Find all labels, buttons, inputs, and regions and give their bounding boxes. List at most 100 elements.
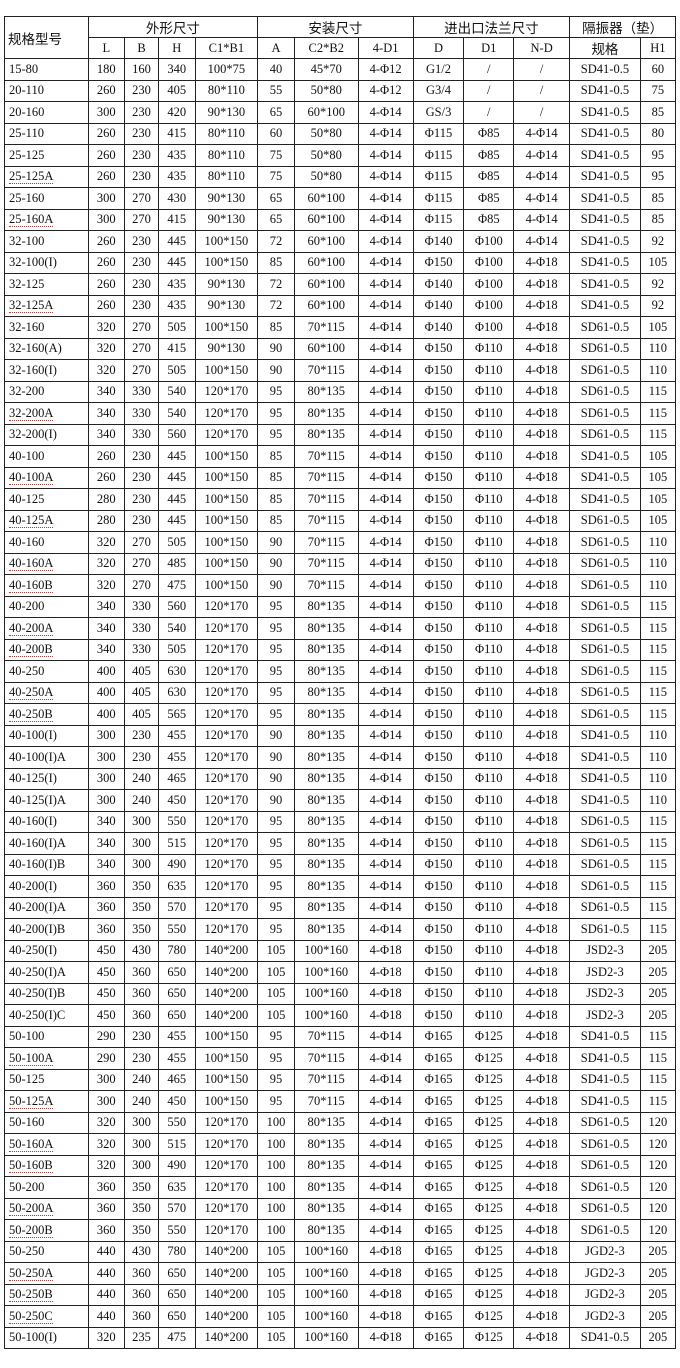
value-cell: Φ100	[463, 230, 515, 253]
value-cell: 360	[124, 1004, 160, 1027]
value-cell: 120	[639, 1176, 677, 1199]
value-cell: 4-Φ14	[357, 122, 414, 145]
value-cell: 205	[639, 1004, 677, 1027]
table-row: 50-200A 360 350 570 120*170 100 80*135 4-Φ14 Φ16…	[4, 1197, 677, 1220]
pump-dimensions-table: 规格型号 外形尺寸 安装尺寸 进出口法兰尺寸 隔振器（垫） L B H C1*B1 A C…	[4, 16, 677, 1349]
value-cell: 205	[639, 1283, 677, 1306]
value-cell: G3/4	[412, 79, 465, 102]
value-cell: 4-Φ14	[357, 832, 414, 855]
value-cell: 80*135	[293, 853, 359, 876]
model-cell: 40-160B	[4, 574, 89, 597]
value-cell: 72	[257, 294, 295, 317]
value-cell: 4-Φ14	[357, 638, 414, 661]
value-cell: Φ110	[463, 423, 515, 446]
value-cell: 95	[257, 380, 295, 403]
value-cell: G1/2	[412, 58, 465, 81]
value-cell: SD61-0.5	[569, 681, 641, 704]
value-cell: 230	[124, 724, 160, 747]
model-cell: 50-200B	[4, 1219, 89, 1242]
value-cell: SD61-0.5	[569, 1176, 641, 1199]
value-cell: 85	[639, 101, 677, 124]
value-cell: SD41-0.5	[569, 1326, 641, 1349]
value-cell: Φ165	[412, 1326, 465, 1349]
value-cell: 115	[639, 853, 677, 876]
value-cell: Φ150	[412, 939, 465, 962]
value-cell: 4-Φ14	[357, 359, 414, 382]
value-cell: JGD2-3	[569, 1240, 641, 1263]
value-cell: 100*150	[194, 466, 259, 489]
value-cell: 95	[257, 896, 295, 919]
value-cell: 4-Φ14	[357, 595, 414, 618]
value-cell: 430	[158, 187, 196, 210]
model-cell: 40-125(I)	[4, 767, 89, 790]
value-cell: Φ165	[412, 1197, 465, 1220]
table-row: 32-160(A) 320 270 415 90*130 90 60*100 4-Φ14 Φ15…	[4, 337, 677, 360]
value-cell: 115	[639, 423, 677, 446]
value-cell: 4-Φ14	[357, 1133, 414, 1156]
model-cell: 32-160(A)	[4, 337, 89, 360]
value-cell: 4-Φ14	[357, 1111, 414, 1134]
model-label: 40-100(I)	[9, 728, 57, 743]
model-cell: 50-250B	[4, 1283, 89, 1306]
model-cell: 32-100	[4, 230, 89, 253]
table-row: 40-160A 320 270 485 100*150 90 70*115 4-Φ14 Φ150…	[4, 552, 677, 575]
value-cell: 60*100	[293, 101, 359, 124]
value-cell: 360	[87, 1176, 126, 1199]
value-cell: 270	[124, 337, 160, 360]
model-label: 40-200	[9, 599, 45, 614]
value-cell: 120*170	[194, 402, 259, 425]
value-cell: 350	[124, 896, 160, 919]
value-cell: 110	[639, 531, 677, 554]
value-cell: 140*200	[194, 1305, 259, 1328]
table-row: 50-250C 440 360 650 140*200 105 100*160 4-Φ18 Φ1…	[4, 1305, 677, 1328]
value-cell: SD41-0.5	[569, 746, 641, 769]
value-cell: 405	[158, 79, 196, 102]
value-cell: 635	[158, 875, 196, 898]
table-row: 32-200A 340 330 540 120*170 95 80*135 4-Φ14 Φ150…	[4, 402, 677, 425]
model-label: 50-100	[9, 1029, 45, 1044]
model-label: 32-200	[9, 384, 45, 399]
model-label: 50-250C	[9, 1308, 53, 1324]
value-cell: Φ110	[463, 509, 515, 532]
model-cell: 50-200A	[4, 1197, 89, 1220]
model-label: 32-100(I)	[9, 255, 57, 270]
value-cell: 80*135	[293, 896, 359, 919]
value-cell: 80*135	[293, 832, 359, 855]
value-cell: Φ110	[463, 724, 515, 747]
value-cell: 140*200	[194, 939, 259, 962]
value-cell: 120*170	[194, 746, 259, 769]
value-cell: 95	[257, 1068, 295, 1091]
model-cell: 32-125	[4, 273, 89, 296]
model-cell: 40-160	[4, 531, 89, 554]
value-cell: 205	[639, 1240, 677, 1263]
value-cell: 340	[87, 832, 126, 855]
value-cell: Φ110	[463, 359, 515, 382]
value-cell: 4-Φ14	[513, 165, 571, 188]
value-cell: Φ150	[412, 982, 465, 1005]
value-cell: Φ165	[412, 1240, 465, 1263]
value-cell: 330	[124, 595, 160, 618]
value-cell: 90*130	[194, 337, 259, 360]
model-label: 40-200(I)A	[9, 900, 66, 915]
value-cell: 110	[639, 574, 677, 597]
value-cell: Φ110	[463, 488, 515, 511]
value-cell: 205	[639, 939, 677, 962]
value-cell: 435	[158, 294, 196, 317]
value-cell: 140*200	[194, 1240, 259, 1263]
value-cell: 70*115	[293, 445, 359, 468]
model-label: 25-125	[9, 147, 45, 162]
value-cell: Φ115	[412, 165, 465, 188]
value-cell: 360	[87, 918, 126, 941]
value-cell: 100*160	[293, 1326, 359, 1349]
value-cell: Φ110	[463, 810, 515, 833]
value-cell: 4-Φ14	[513, 187, 571, 210]
value-cell: 105	[639, 509, 677, 532]
value-cell: 92	[639, 230, 677, 253]
value-cell: 415	[158, 122, 196, 145]
value-cell: 350	[124, 1176, 160, 1199]
model-label: 50-160	[9, 1115, 45, 1130]
header-group-row: 规格型号 外形尺寸 安装尺寸 进出口法兰尺寸 隔振器（垫）	[4, 16, 676, 59]
value-cell: Φ150	[412, 724, 465, 747]
model-cell: 20-110	[4, 79, 89, 102]
model-label: 50-125	[9, 1072, 45, 1087]
